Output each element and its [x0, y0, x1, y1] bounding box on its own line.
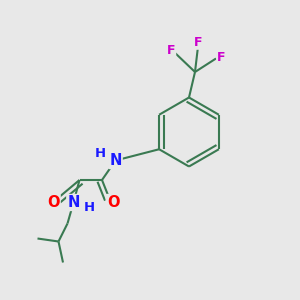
Text: F: F [217, 51, 226, 64]
Text: F: F [167, 44, 175, 58]
Text: F: F [194, 36, 203, 49]
Text: N: N [109, 153, 122, 168]
Text: H: H [83, 201, 95, 214]
Text: O: O [47, 195, 60, 210]
Text: O: O [107, 195, 119, 210]
Text: H: H [94, 147, 106, 161]
Text: N: N [67, 195, 80, 210]
